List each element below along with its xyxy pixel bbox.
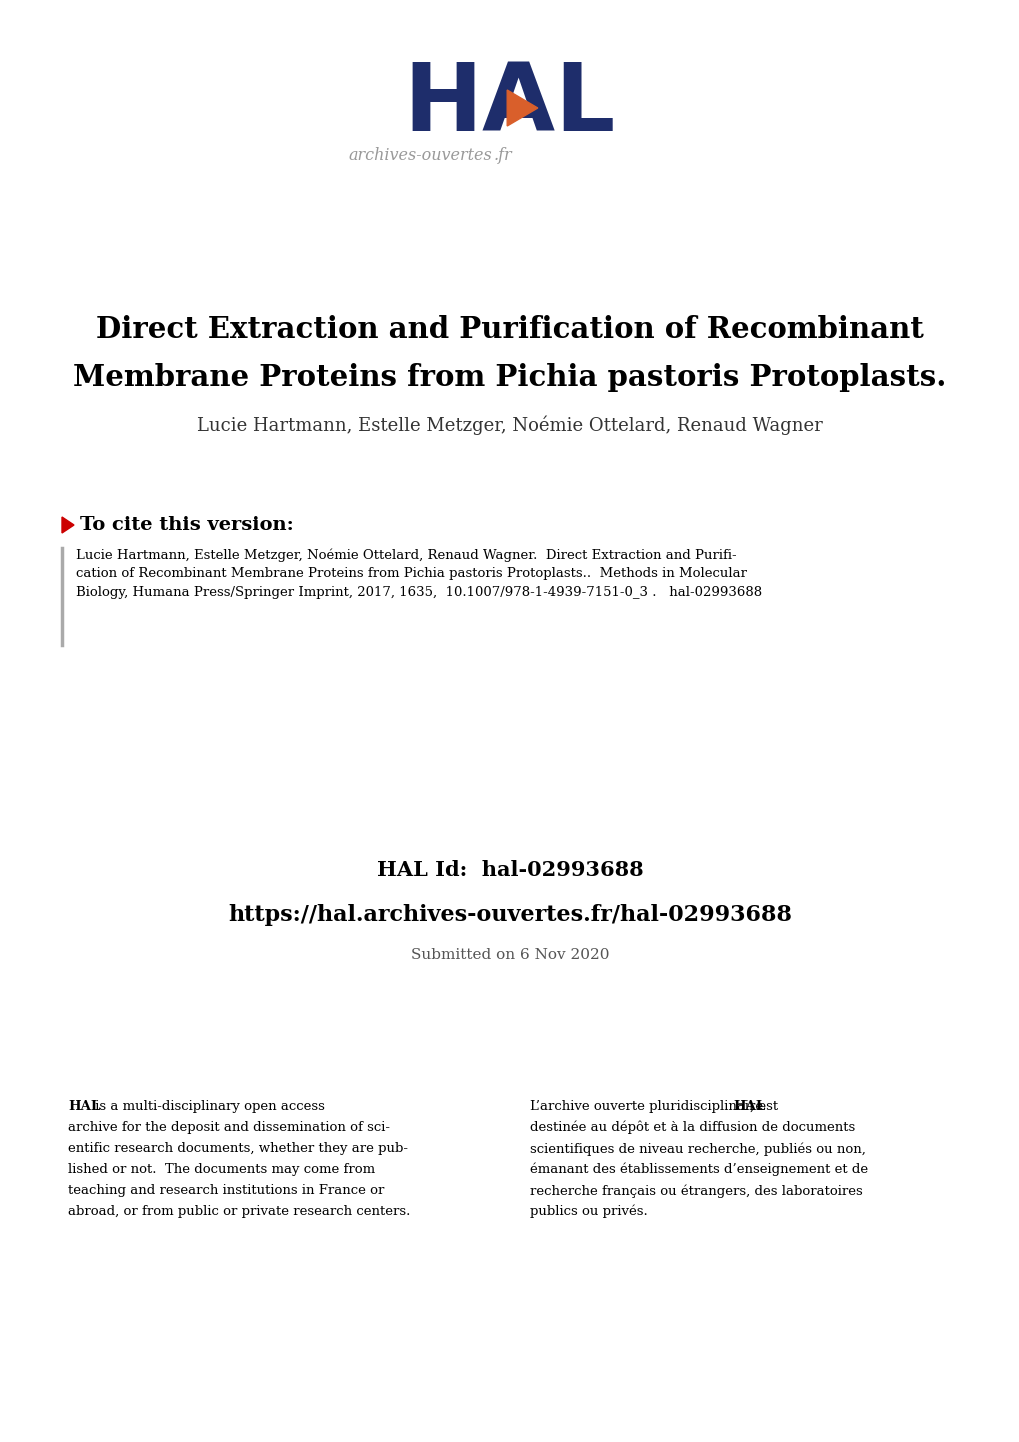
- Text: HAL: HAL: [733, 1100, 765, 1113]
- Text: scientifiques de niveau recherche, publiés ou non,: scientifiques de niveau recherche, publi…: [530, 1142, 865, 1155]
- Text: Lucie Hartmann, Estelle Metzger, Noémie Ottelard, Renaud Wagner.  Direct Extract: Lucie Hartmann, Estelle Metzger, Noémie …: [76, 548, 736, 561]
- Polygon shape: [62, 518, 74, 534]
- Text: lished or not.  The documents may come from: lished or not. The documents may come fr…: [68, 1164, 375, 1177]
- Text: émanant des établissements d’enseignement et de: émanant des établissements d’enseignemen…: [530, 1164, 867, 1177]
- Text: HAL: HAL: [404, 59, 615, 151]
- Text: is a multi-disciplinary open access: is a multi-disciplinary open access: [91, 1100, 325, 1113]
- Text: cation of Recombinant Membrane Proteins from Pichia pastoris Protoplasts..  Meth: cation of Recombinant Membrane Proteins …: [76, 567, 746, 580]
- Text: Direct Extraction and Purification of Recombinant: Direct Extraction and Purification of Re…: [96, 316, 923, 345]
- Text: recherche français ou étrangers, des laboratoires: recherche français ou étrangers, des lab…: [530, 1184, 862, 1197]
- Text: abroad, or from public or private research centers.: abroad, or from public or private resear…: [68, 1206, 410, 1218]
- Text: Biology, Humana Press/Springer Imprint, 2017, 1635,  10.1007/978-1-4939-7151-0_3: Biology, Humana Press/Springer Imprint, …: [76, 585, 761, 598]
- Text: Lucie Hartmann, Estelle Metzger, Noémie Ottelard, Renaud Wagner: Lucie Hartmann, Estelle Metzger, Noémie …: [197, 415, 822, 434]
- Text: HAL Id:  hal-02993688: HAL Id: hal-02993688: [376, 859, 643, 880]
- Text: Membrane Proteins from Pichia pastoris Protoplasts.: Membrane Proteins from Pichia pastoris P…: [73, 363, 946, 392]
- Text: To cite this version:: To cite this version:: [79, 516, 293, 534]
- Text: L’archive ouverte pluridisciplinaire: L’archive ouverte pluridisciplinaire: [530, 1100, 766, 1113]
- Text: entific research documents, whether they are pub-: entific research documents, whether they…: [68, 1142, 408, 1155]
- Text: archive for the deposit and dissemination of sci-: archive for the deposit and disseminatio…: [68, 1120, 389, 1133]
- Text: .fr: .fr: [493, 147, 513, 163]
- Text: teaching and research institutions in France or: teaching and research institutions in Fr…: [68, 1184, 384, 1197]
- Text: Submitted on 6 Nov 2020: Submitted on 6 Nov 2020: [411, 947, 608, 962]
- Text: publics ou privés.: publics ou privés.: [530, 1206, 647, 1218]
- Text: archives-ouvertes: archives-ouvertes: [347, 147, 491, 163]
- Text: , est: , est: [749, 1100, 777, 1113]
- Text: destinée au dépôt et à la diffusion de documents: destinée au dépôt et à la diffusion de d…: [530, 1120, 854, 1135]
- Text: HAL: HAL: [68, 1100, 100, 1113]
- Polygon shape: [506, 89, 537, 125]
- Text: https://hal.archives-ouvertes.fr/hal-02993688: https://hal.archives-ouvertes.fr/hal-029…: [228, 904, 791, 926]
